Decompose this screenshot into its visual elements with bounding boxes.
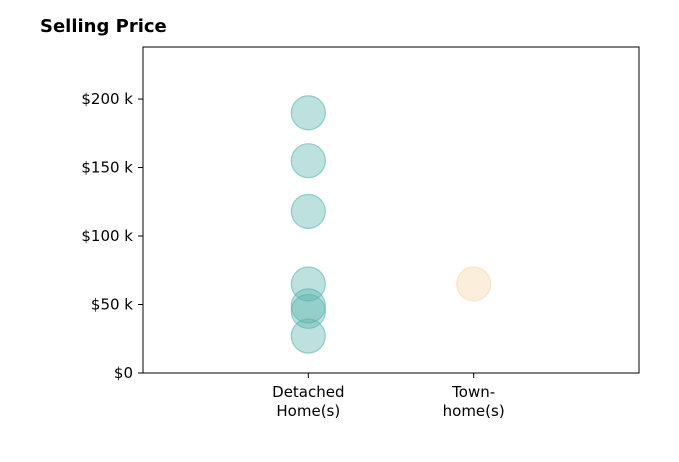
y-tick-label: $150 k: [81, 159, 133, 177]
data-point: [290, 293, 326, 329]
x-tick-label: Detached Home(s): [272, 383, 344, 420]
data-point: [456, 266, 492, 302]
data-point: [290, 288, 326, 324]
y-tick-label: $0: [114, 364, 133, 382]
y-tick-label: $50 k: [91, 296, 133, 314]
plot-frame: [142, 46, 640, 374]
x-tick-label: Town-home(s): [443, 383, 505, 420]
axes-layer: $0 $50 k $100 k $150 k $200 k Detached Home(s)…: [81, 90, 504, 420]
chart-title: Selling Price: [40, 16, 167, 37]
marks-layer: [290, 95, 492, 354]
data-point: [290, 143, 326, 179]
data-point: [290, 193, 326, 229]
data-point: [290, 266, 326, 302]
data-point: [290, 95, 326, 131]
data-point: [290, 318, 326, 354]
y-tick-label: $100 k: [81, 227, 133, 245]
y-tick-label: $200 k: [81, 90, 133, 108]
